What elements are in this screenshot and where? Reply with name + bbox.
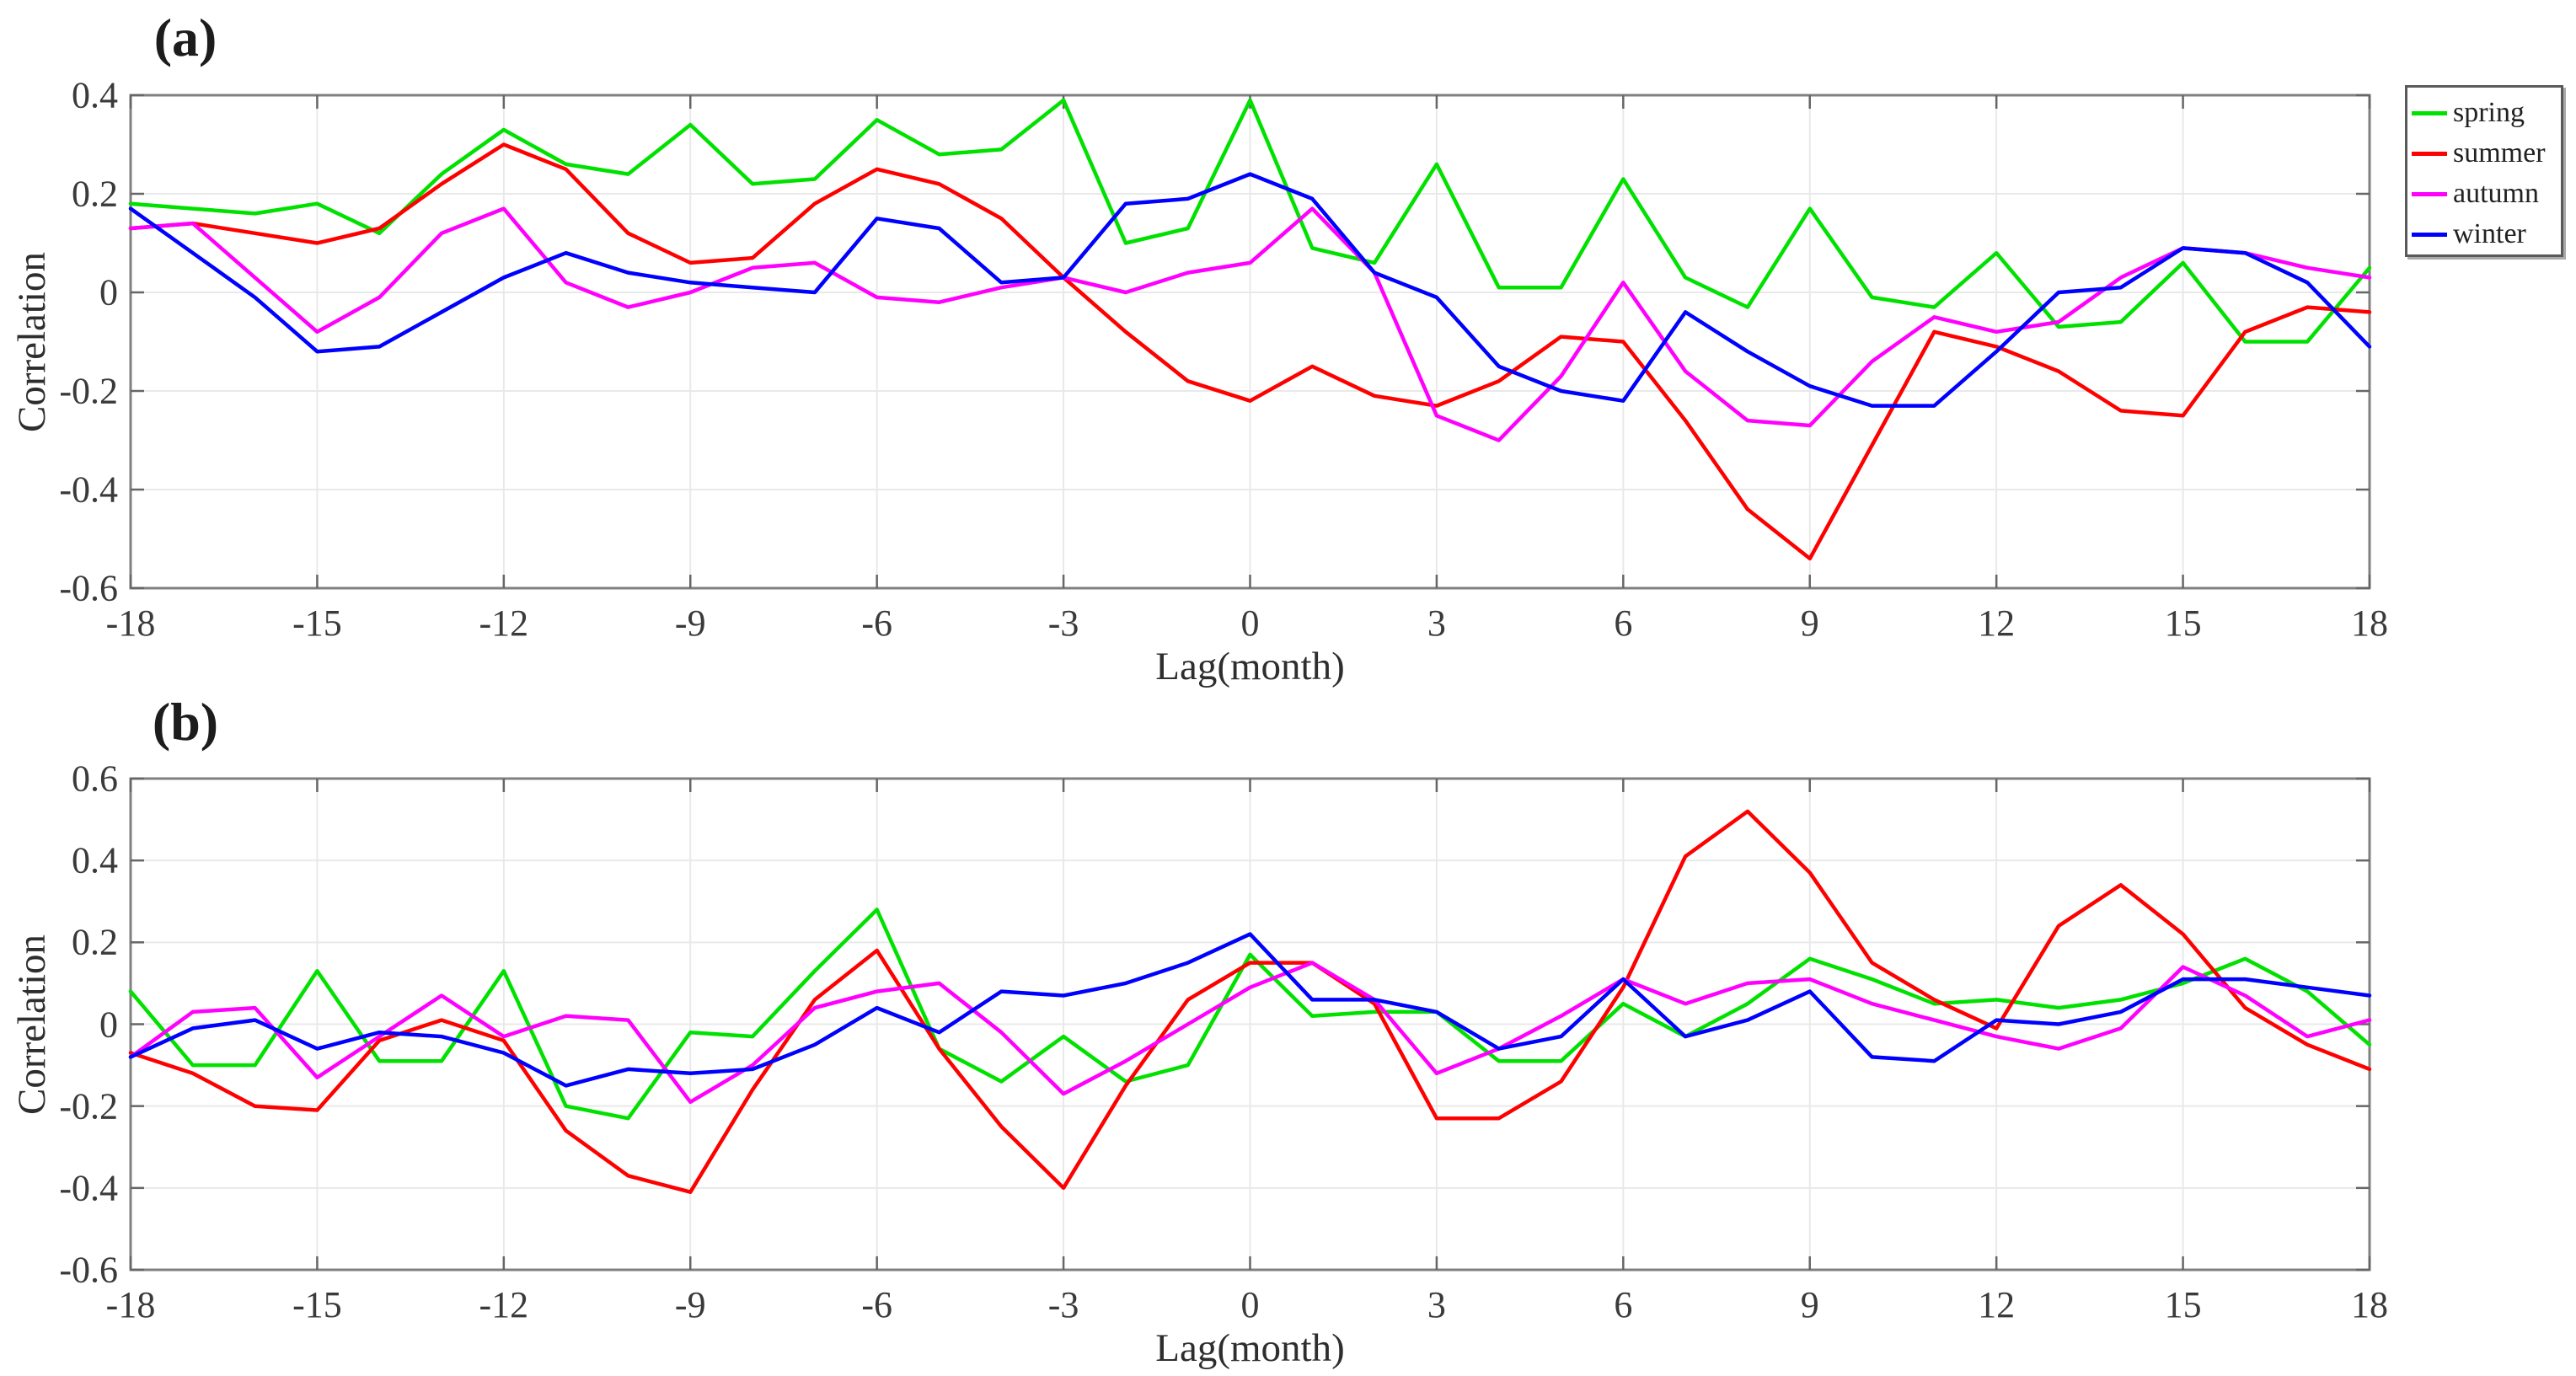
x-tick-label: 15 [2164, 602, 2202, 644]
x-tick-label: 6 [1614, 1284, 1633, 1325]
series-line-winter [128, 932, 2372, 1088]
series-line-spring [128, 98, 2372, 344]
legend-line-sample-summer [2412, 152, 2447, 156]
legend-label-winter: winter [2453, 218, 2526, 249]
y-tick-label: -0.2 [59, 370, 118, 412]
x-tick-label: 3 [1427, 1284, 1446, 1325]
panel-a-plot [128, 94, 2372, 590]
x-tick-label: -12 [479, 602, 529, 644]
x-tick-label: 6 [1614, 602, 1633, 644]
panel-b: -18 -15 -12 -9 -6 -3 0 3 6 9 12 15 18 0.6 0.4 0.2 0 -0.2 -… [59, 758, 2388, 1326]
x-tick-label: -18 [105, 602, 156, 644]
x-tick-label: -12 [479, 1284, 529, 1325]
x-tick-label: 12 [1978, 1284, 2016, 1325]
x-tick-label: 15 [2164, 1284, 2202, 1325]
series-line-winter [128, 172, 2372, 408]
x-tick-label: 0 [1240, 1284, 1260, 1325]
legend: spring summer autumn winter [2405, 85, 2563, 257]
y-tick-label: 0 [99, 271, 118, 313]
legend-item-winter: winter [2407, 214, 2561, 254]
y-tick-label: -0.6 [59, 567, 118, 609]
panel-b-xlabel: Lag(month) [1155, 1326, 1345, 1370]
x-tick-label: 12 [1978, 602, 2016, 644]
series-line-spring [128, 908, 2372, 1121]
y-tick-label: 0.2 [72, 173, 118, 215]
x-tick-label: -9 [674, 602, 706, 644]
x-tick-label: -18 [105, 1284, 156, 1325]
y-tick-label: 0.6 [72, 758, 118, 800]
y-tick-label: -0.4 [59, 1167, 118, 1209]
legend-label-spring: spring [2453, 97, 2525, 128]
legend-item-autumn: autumn [2407, 174, 2561, 214]
legend-line-sample-autumn [2412, 192, 2447, 196]
series-line-summer [128, 809, 2372, 1194]
x-tick-label: 9 [1800, 1284, 1819, 1325]
series-line-autumn [128, 961, 2372, 1105]
x-tick-label: -6 [861, 1284, 892, 1325]
x-tick-label: -3 [1047, 602, 1079, 644]
y-tick-label: -0.2 [59, 1085, 118, 1127]
y-tick-label: 0.4 [72, 74, 118, 116]
y-tick-label: 0 [99, 1004, 118, 1045]
panel-a-title: (a) [153, 8, 217, 67]
x-tick-label: -9 [674, 1284, 706, 1325]
x-tick-label: 18 [2351, 602, 2388, 644]
series-line-summer [128, 142, 2372, 561]
x-tick-label: -15 [292, 602, 342, 644]
y-tick-label: 0.2 [72, 921, 118, 963]
panel-b-title: (b) [152, 692, 219, 752]
x-tick-label: 9 [1800, 602, 1819, 644]
x-tick-label: -6 [861, 602, 892, 644]
panel-a-ylabel: Correlation [10, 251, 54, 432]
series-line-autumn [128, 206, 2372, 442]
x-tick-label: 3 [1427, 602, 1446, 644]
legend-item-summer: summer [2407, 133, 2561, 174]
y-tick-label: -0.6 [59, 1249, 118, 1291]
panel-b-plot [128, 777, 2372, 1272]
x-tick-label: -15 [292, 1284, 342, 1325]
legend-label-summer: summer [2453, 137, 2546, 169]
x-tick-label: 18 [2351, 1284, 2388, 1325]
x-tick-label: -3 [1047, 1284, 1079, 1325]
legend-label-autumn: autumn [2453, 178, 2539, 209]
x-tick-label: 0 [1240, 602, 1260, 644]
y-tick-label: 0.4 [72, 839, 118, 881]
legend-line-sample-spring [2412, 111, 2447, 115]
legend-line-sample-winter [2412, 233, 2447, 237]
panel-a: -18 -15 -12 -9 -6 -3 0 3 6 9 12 15 18 0.4 0.2 0 -0.2 -0.4… [59, 75, 2388, 645]
y-tick-label: -0.4 [59, 468, 118, 511]
panel-a-xlabel: Lag(month) [1155, 645, 1345, 688]
legend-item-spring: spring [2407, 93, 2561, 133]
